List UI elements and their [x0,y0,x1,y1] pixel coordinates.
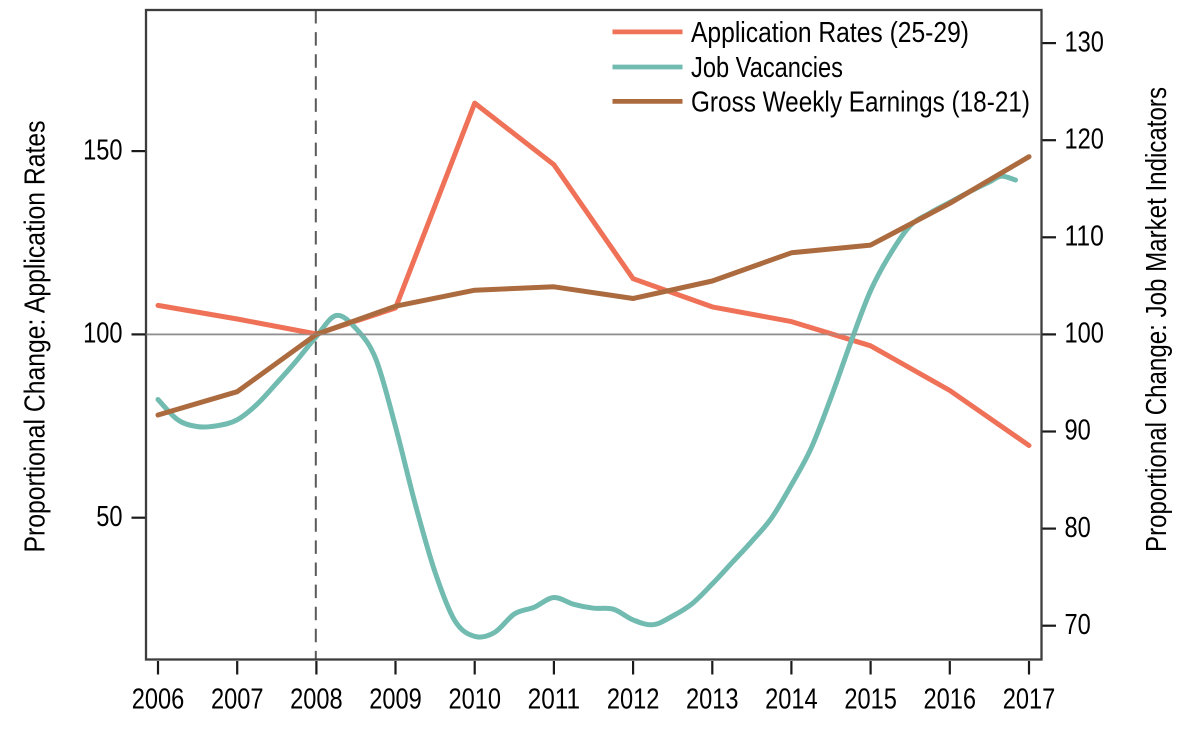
svg-text:130: 130 [1065,26,1104,58]
svg-text:2016: 2016 [924,684,977,716]
svg-text:2006: 2006 [132,684,185,716]
svg-text:Job Vacancies: Job Vacancies [691,52,843,84]
svg-text:2017: 2017 [1003,684,1056,716]
svg-text:2008: 2008 [290,684,343,716]
svg-text:120: 120 [1065,123,1104,155]
svg-text:2013: 2013 [686,684,739,716]
svg-text:2007: 2007 [211,684,264,716]
svg-text:Proportional Change: Job Marke: Proportional Change: Job Market Indicato… [1141,87,1173,552]
svg-text:2014: 2014 [765,684,818,716]
svg-text:2011: 2011 [528,684,581,716]
svg-text:110: 110 [1065,221,1104,253]
svg-text:2015: 2015 [844,684,897,716]
svg-text:80: 80 [1065,512,1091,544]
svg-text:2010: 2010 [448,684,501,716]
svg-text:2009: 2009 [369,684,422,716]
svg-text:50: 50 [96,501,122,533]
svg-text:Application Rates (25-29): Application Rates (25-29) [691,17,969,49]
svg-text:Proportional Change: Applicati: Proportional Change: Application Rates [20,121,52,553]
svg-text:150: 150 [83,134,122,166]
svg-text:Gross Weekly Earnings (18-21): Gross Weekly Earnings (18-21) [691,87,1030,119]
svg-text:100: 100 [1065,318,1104,350]
svg-text:2012: 2012 [607,684,660,716]
svg-text:70: 70 [1065,609,1091,641]
svg-text:90: 90 [1065,415,1091,447]
svg-text:100: 100 [83,318,122,350]
